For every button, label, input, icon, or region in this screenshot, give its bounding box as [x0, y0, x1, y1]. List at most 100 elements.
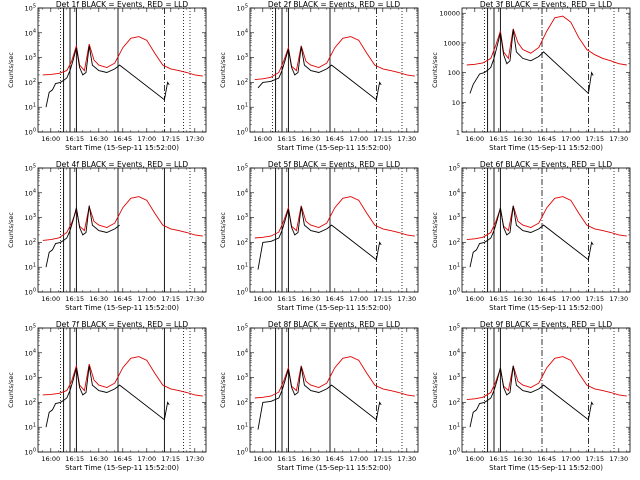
x-tick-label: 17:15 [373, 455, 392, 463]
tick-exponent: 5 [245, 4, 248, 10]
x-axis-label: Start Time (15-Sep-11 15:52:00) [65, 464, 179, 472]
tick-exponent: 2 [457, 238, 460, 244]
panel-title: Det 3f BLACK = Events, RED = LLD [480, 0, 613, 9]
x-tick-label: 16:30 [89, 295, 108, 303]
y-tick-label: 103 [237, 213, 248, 222]
y-tick-label: 104 [449, 188, 460, 197]
y-tick-label: 103 [237, 373, 248, 382]
lld-rate-line [42, 196, 203, 241]
tick-exponent: 0 [457, 448, 460, 454]
x-tick-label: 17:00 [137, 295, 156, 303]
panel-title: Det 1f BLACK = Events, RED = LLD [56, 0, 189, 9]
tick-exponent: 4 [245, 28, 248, 34]
x-axis-label: Start Time (15-Sep-11 15:52:00) [489, 464, 603, 472]
x-tick-label: 17:15 [373, 135, 392, 143]
y-tick-label: 105 [25, 324, 36, 333]
x-tick-label: 16:30 [301, 135, 320, 143]
tick-exponent: 2 [33, 398, 36, 404]
panel-title: Det 9f BLACK = Events, RED = LLD [480, 320, 613, 329]
event-rate-line [257, 206, 382, 270]
tick-exponent: 3 [33, 53, 36, 59]
x-tick-label: 16:45 [537, 135, 556, 143]
tick-exponent: 1 [457, 263, 460, 269]
x-tick-label: 16:45 [113, 455, 132, 463]
detector-panel-6: Det 6f BLACK = Events, RED = LLD10010110… [431, 160, 631, 312]
y-tick-label: 101 [237, 263, 248, 272]
y-tick-label: 102 [237, 398, 248, 407]
x-tick-label: 17:00 [561, 135, 580, 143]
x-tick-label: 16:45 [325, 135, 344, 143]
tick-exponent: 0 [457, 288, 460, 294]
x-tick-label: 17:00 [561, 295, 580, 303]
y-tick-label: 103 [25, 53, 36, 62]
x-tick-label: 17:30 [185, 135, 204, 143]
y-tick-label: 105 [237, 324, 248, 333]
x-tick-label: 16:45 [537, 455, 556, 463]
detector-panel-1: Det 1f BLACK = Events, RED = LLD10010110… [7, 0, 207, 152]
tick-exponent: 2 [457, 398, 460, 404]
tick-exponent: 5 [33, 4, 36, 10]
x-tick-label: 16:30 [301, 455, 320, 463]
tick-exponent: 5 [457, 164, 460, 170]
x-tick-label: 16:00 [253, 135, 272, 143]
x-tick-label: 17:30 [185, 455, 204, 463]
x-axis-label: Start Time (15-Sep-11 15:52:00) [65, 144, 179, 152]
detector-panel-9: Det 9f BLACK = Events, RED = LLD10010110… [431, 320, 631, 472]
tick-exponent: 5 [245, 324, 248, 330]
y-tick-label: 102 [25, 238, 36, 247]
x-tick-label: 16:00 [253, 455, 272, 463]
x-tick-label: 16:30 [301, 295, 320, 303]
tick-exponent: 4 [33, 348, 36, 354]
y-tick-label: 105 [25, 164, 36, 173]
y-tick-label: 101 [237, 423, 248, 432]
tick-exponent: 2 [33, 78, 36, 84]
tick-exponent: 0 [33, 448, 36, 454]
x-tick-label: 17:15 [585, 295, 604, 303]
x-tick-label: 16:45 [325, 455, 344, 463]
x-tick-label: 16:30 [89, 135, 108, 143]
plot-frame [249, 167, 419, 293]
y-axis-label: Counts/sec [7, 212, 15, 248]
tick-exponent: 2 [33, 238, 36, 244]
x-tick-label: 16:30 [513, 295, 532, 303]
x-tick-label: 16:15 [65, 295, 84, 303]
x-tick-label: 16:15 [489, 295, 508, 303]
tick-exponent: 5 [33, 324, 36, 330]
x-tick-label: 17:00 [349, 455, 368, 463]
x-tick-label: 16:00 [465, 295, 484, 303]
detector-panel-5: Det 5f BLACK = Events, RED = LLD10010110… [219, 160, 419, 312]
y-tick-label: 105 [449, 164, 460, 173]
y-tick-label: 101 [237, 103, 248, 112]
x-tick-label: 16:15 [489, 135, 508, 143]
tick-exponent: 2 [245, 78, 248, 84]
event-rate-line [257, 46, 382, 101]
tick-exponent: 2 [245, 238, 248, 244]
tick-exponent: 4 [245, 188, 248, 194]
detector-panel-7: Det 7f BLACK = Events, RED = LLD10010110… [7, 320, 207, 472]
x-tick-label: 16:30 [89, 455, 108, 463]
lld-rate-line [254, 36, 415, 81]
x-axis-label: Start Time (15-Sep-11 15:52:00) [65, 304, 179, 312]
y-tick-label: 100 [25, 288, 36, 297]
y-tick-label: 105 [449, 324, 460, 333]
x-tick-label: 16:15 [277, 295, 296, 303]
panel-title: Det 7f BLACK = Events, RED = LLD [56, 320, 189, 329]
tick-exponent: 0 [33, 288, 36, 294]
y-tick-label: 100 [449, 288, 460, 297]
x-tick-label: 17:00 [349, 295, 368, 303]
y-tick-label: 101 [25, 423, 36, 432]
plot-frame [461, 327, 631, 453]
y-tick-label: 102 [25, 78, 36, 87]
plot-frame [249, 327, 419, 453]
x-tick-label: 16:15 [65, 135, 84, 143]
tick-exponent: 3 [457, 213, 460, 219]
y-axis-label: Counts/sec [431, 372, 439, 408]
panel-title: Det 8f BLACK = Events, RED = LLD [268, 320, 401, 329]
y-tick-label: 1 [456, 129, 460, 137]
event-rate-line [45, 205, 120, 268]
tick-exponent: 0 [33, 128, 36, 134]
detector-panel-3: Det 3f BLACK = Events, RED = LLD 1 10 100 10… [431, 0, 631, 152]
event-rate-line [469, 205, 594, 268]
x-axis-label: Start Time (15-Sep-11 15:52:00) [277, 304, 391, 312]
